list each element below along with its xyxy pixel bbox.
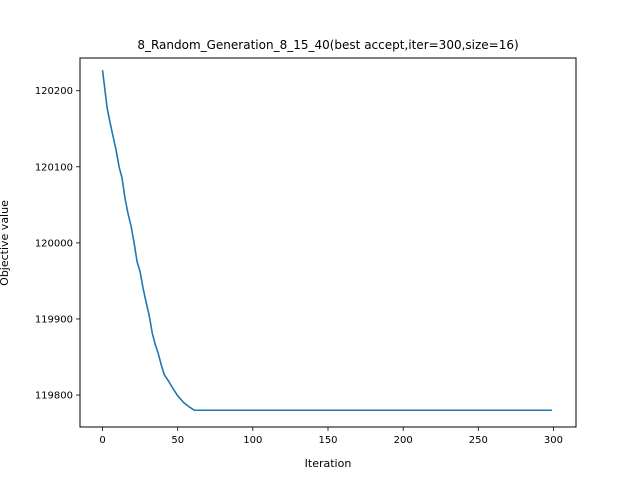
- series-layer: [101, 70, 552, 412]
- plot-frame: [79, 57, 577, 428]
- y-tick-label: 120000: [35, 238, 73, 249]
- x-tick-label: 150: [318, 435, 337, 446]
- x-tick-label: 0: [99, 435, 105, 446]
- x-tick-label: 100: [243, 435, 262, 446]
- y-tick-label: 120200: [35, 86, 73, 97]
- x-tick-label: 250: [469, 435, 488, 446]
- x-tick-label: 50: [171, 435, 184, 446]
- x-tick-label: 200: [394, 435, 413, 446]
- x-axis-label: Iteration: [305, 457, 352, 470]
- series-line-0: [101, 70, 552, 412]
- chart-title: 8_Random_Generation_8_15_40(best accept,…: [137, 38, 518, 52]
- y-tick-label: 120100: [35, 162, 73, 173]
- y-tick-label: 119800: [35, 391, 73, 402]
- y-axis-ticks: 119800 119900 120000 120100 120200: [35, 86, 80, 402]
- y-tick-label: 119900: [35, 314, 73, 325]
- x-axis-ticks: 0 50 100 150 200 250 300: [99, 427, 563, 446]
- x-tick-label: 300: [544, 435, 563, 446]
- y-axis-label: Objective value: [0, 200, 11, 286]
